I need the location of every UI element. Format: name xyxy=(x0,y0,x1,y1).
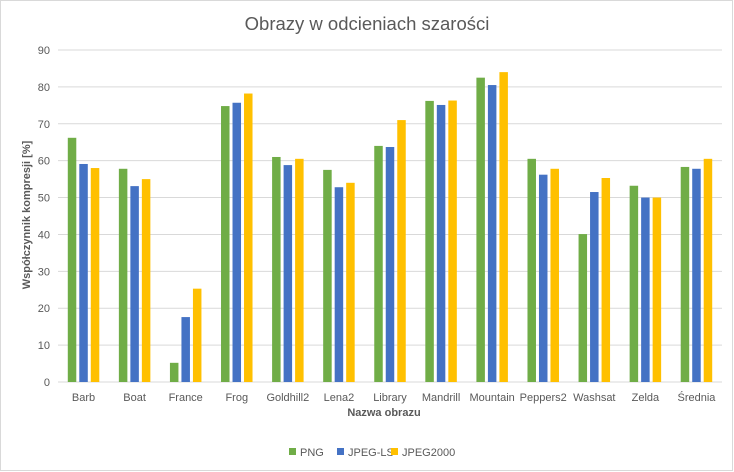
bar-jpeg-ls xyxy=(283,165,293,382)
y-tick-label: 40 xyxy=(38,229,50,241)
bar-png xyxy=(169,362,179,382)
gridlines xyxy=(58,49,722,383)
x-tick-label: Zelda xyxy=(632,392,660,404)
y-tick-label: 20 xyxy=(38,303,50,315)
bar-jpeg-ls xyxy=(590,192,599,382)
legend: PNG JPEG-LS JPEG2000 xyxy=(289,447,455,459)
y-axis-title: Współczynnik kompresji [%] xyxy=(21,140,33,289)
legend-label: PNG xyxy=(300,447,324,459)
bar-png xyxy=(476,77,485,383)
x-tick-label: Washsat xyxy=(573,392,615,404)
bar-png xyxy=(67,137,77,382)
bar-jpeg2000 xyxy=(244,93,253,382)
x-tick-label: Mandrill xyxy=(422,392,461,404)
y-tick-label: 60 xyxy=(38,156,50,168)
bar-png xyxy=(527,158,536,382)
bar-png xyxy=(425,100,434,382)
legend-label: JPEG-LS xyxy=(348,447,394,459)
x-tick-label: France xyxy=(169,392,203,404)
legend-label: JPEG2000 xyxy=(402,447,455,459)
bar-jpeg2000 xyxy=(652,197,662,382)
bar-jpeg2000 xyxy=(448,100,457,382)
bar-jpeg2000 xyxy=(601,178,611,382)
bar-jpeg-ls xyxy=(79,163,88,382)
bar-jpeg2000 xyxy=(295,158,304,382)
y-tick-label: 10 xyxy=(38,340,50,352)
bar-png xyxy=(680,166,690,382)
bar-png xyxy=(221,106,230,383)
bar-png xyxy=(323,169,332,382)
y-tick-label: 30 xyxy=(38,266,50,278)
bar-png xyxy=(374,145,383,382)
bar-jpeg-ls xyxy=(487,85,497,383)
x-tick-label: Peppers2 xyxy=(520,392,567,404)
legend-swatch xyxy=(337,448,344,455)
bar-jpeg2000 xyxy=(141,179,151,382)
bar-jpeg-ls xyxy=(692,168,701,382)
x-tick-label: Goldhill2 xyxy=(266,392,309,404)
y-axis-ticks: 0 10 20 30 40 50 60 70 80 90 xyxy=(38,45,50,389)
bar-jpeg2000 xyxy=(499,72,508,382)
y-tick-label: 70 xyxy=(38,119,50,131)
bar-png xyxy=(118,168,128,382)
x-axis-ticks: Barb Boat France Frog Goldhill2 Lena2 Library M… xyxy=(72,391,716,404)
x-tick-label: Lena2 xyxy=(324,392,355,404)
bar-jpeg-ls xyxy=(385,147,395,382)
y-tick-label: 90 xyxy=(38,45,50,57)
x-axis-title: Nazwa obrazu xyxy=(347,407,420,419)
bar-jpeg-ls xyxy=(232,102,242,383)
bar-jpeg2000 xyxy=(192,288,202,382)
bars xyxy=(67,72,713,383)
x-tick-label: Library xyxy=(373,392,407,404)
bar-jpeg-ls xyxy=(130,186,139,382)
y-tick-label: 0 xyxy=(44,377,50,389)
x-tick-label: Frog xyxy=(225,392,248,404)
bar-jpeg-ls xyxy=(436,104,446,382)
chart-title: Obrazy w odcieniach szarości xyxy=(245,13,490,34)
y-tick-label: 50 xyxy=(38,193,50,205)
x-tick-label: Barb xyxy=(72,392,95,404)
legend-swatch xyxy=(391,448,398,455)
bar-jpeg-ls xyxy=(538,174,548,382)
bar-jpeg-ls xyxy=(334,187,344,382)
x-tick-label: Średnia xyxy=(678,391,717,404)
legend-swatch xyxy=(289,448,296,455)
y-tick-label: 80 xyxy=(38,82,50,94)
bar-jpeg2000 xyxy=(703,158,713,382)
bar-jpeg-ls xyxy=(181,317,190,382)
bar-jpeg2000 xyxy=(397,120,406,382)
bar-jpeg2000 xyxy=(346,182,355,382)
bar-png xyxy=(272,156,281,382)
x-tick-label: Mountain xyxy=(470,392,515,404)
bar-jpeg2000 xyxy=(90,168,100,382)
bar-jpeg2000 xyxy=(550,168,559,382)
x-tick-label: Boat xyxy=(123,392,146,404)
bar-png xyxy=(629,185,639,382)
bar-jpeg-ls xyxy=(641,197,650,382)
bar-png xyxy=(578,234,588,382)
